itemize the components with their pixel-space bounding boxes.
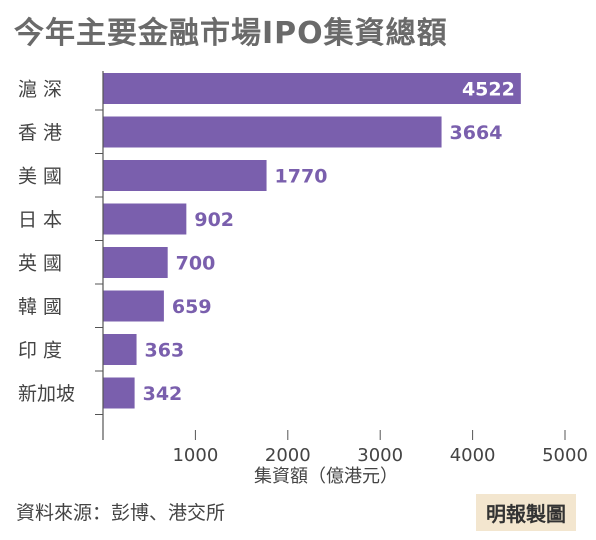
value-label-5: 659 xyxy=(172,296,212,318)
axes-group: 1000 2000 3000 4000 5000 xyxy=(95,71,588,466)
x-tick-label-4: 5000 xyxy=(542,445,588,466)
credit-label: 明報製圖 xyxy=(476,494,576,531)
x-tick-label-0: 1000 xyxy=(172,445,218,466)
bar-3 xyxy=(103,203,187,235)
bar-4 xyxy=(103,247,168,278)
bar-5 xyxy=(103,290,164,322)
value-label-4: 700 xyxy=(176,253,216,275)
category-label-5: 韓 國 xyxy=(18,296,62,318)
category-label-2: 美 國 xyxy=(18,166,62,188)
bar-2 xyxy=(103,160,267,191)
bar-0 xyxy=(103,73,521,104)
value-label-0: 4522 xyxy=(462,79,515,101)
category-label-1: 香 港 xyxy=(18,122,62,144)
value-label-3: 902 xyxy=(194,209,234,231)
x-tick-label-1: 2000 xyxy=(265,445,311,466)
value-label-2: 1770 xyxy=(275,166,328,188)
value-label-1: 3664 xyxy=(450,122,503,144)
bar-6 xyxy=(103,334,137,365)
bar-1 xyxy=(103,116,442,148)
bars-group: 滬 深 4522 香 港 3664 美 國 1770 日 本 902 英 國 700 韓 國 659 印… xyxy=(18,73,521,409)
bar-7 xyxy=(103,377,135,409)
category-label-4: 英 國 xyxy=(18,253,62,275)
category-label-0: 滬 深 xyxy=(18,79,62,101)
bar-chart: 滬 深 4522 香 港 3664 美 國 1770 日 本 902 英 國 700 韓 國 659 印… xyxy=(18,71,588,487)
value-label-7: 342 xyxy=(143,383,183,405)
category-label-3: 日 本 xyxy=(18,209,62,231)
category-label-7: 新加坡 xyxy=(18,383,75,405)
footer: 資料來源：彭博、港交所 明報製圖 xyxy=(0,490,596,531)
x-axis-label: 集資額（億港元） xyxy=(254,466,398,487)
value-label-6: 363 xyxy=(145,340,185,362)
x-tick-label-3: 4000 xyxy=(450,445,496,466)
chart-title: 今年主要金融市場IPO集資總額 xyxy=(14,16,448,51)
x-tick-label-2: 3000 xyxy=(357,445,403,466)
source-note: 資料來源：彭博、港交所 xyxy=(16,502,226,524)
category-label-6: 印 度 xyxy=(18,340,62,362)
